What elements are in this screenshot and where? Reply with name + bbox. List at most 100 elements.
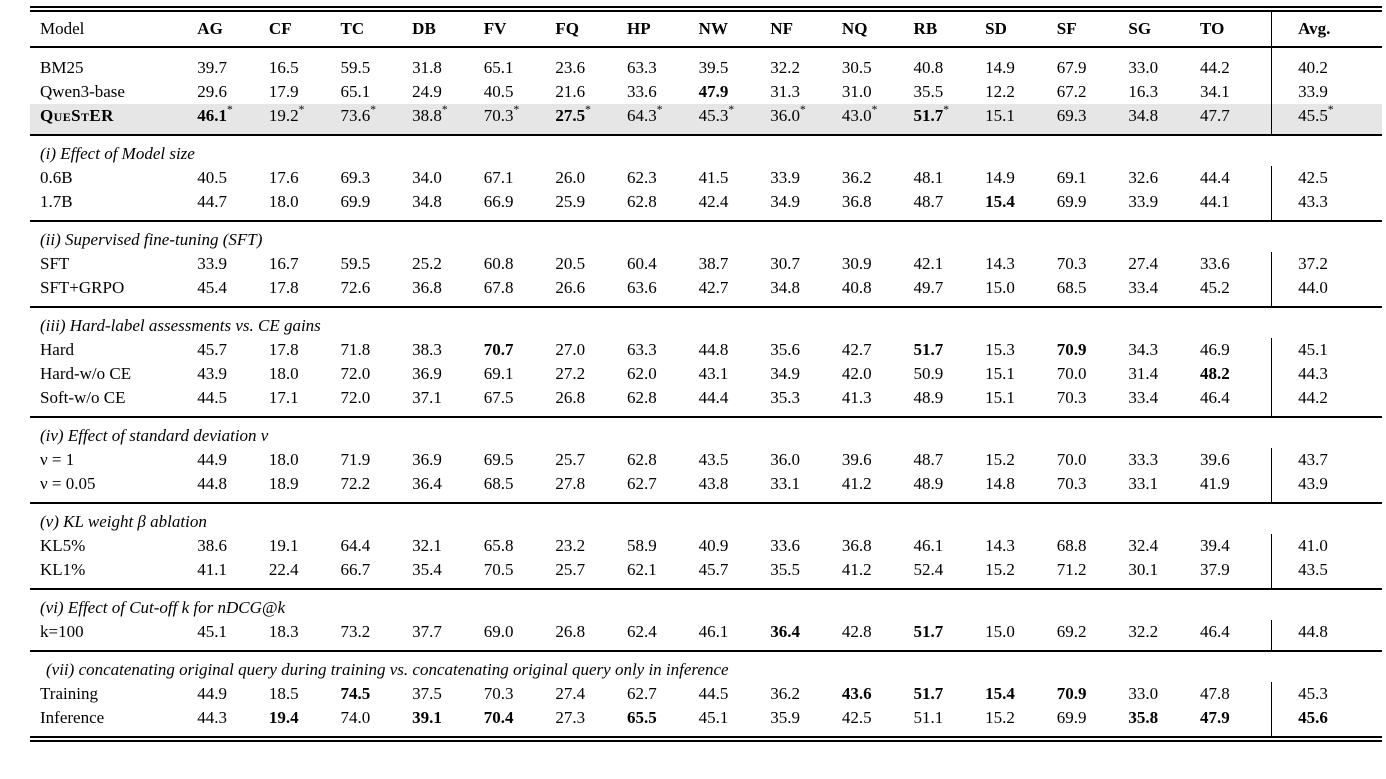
table-section-1: (i) Effect of Model size 0.6B 40.5 17.6 69.3… (30, 134, 1382, 221)
row-label: Qwen3-base (40, 82, 125, 101)
table-row-qwen3-base: Qwen3-base 29.6 17.9 65.1 24.9 40.5 21.6 33.6 47… (30, 80, 1382, 104)
cell-nq: 31.0 (841, 82, 872, 101)
cell-fv: 65.8 (483, 536, 514, 555)
cell-cf: 17.9 (268, 82, 299, 101)
cell-nf: 33.1 (770, 474, 801, 493)
significance-star: * (513, 104, 520, 117)
cell-avg: 44.2 (1271, 386, 1382, 417)
cell-fq: 25.7 (555, 450, 586, 469)
cell-tc: 59.5 (340, 58, 371, 77)
cell-db: 36.4 (412, 474, 442, 493)
paper-results-table-page: Model AG CF TC DB FV FQ HP NW NF NQ RB SD SF SG TO Avg. … (30, 6, 1382, 742)
cell-sf: 70.3 (1056, 474, 1087, 493)
cell-sd: 15.1 (985, 364, 1015, 383)
cell-nf: 32.2 (770, 58, 801, 77)
cell-avg: 45.1 (1271, 338, 1382, 362)
cell-fq: 27.5* (555, 104, 591, 125)
cell-cf: 19.4 (268, 708, 299, 727)
cell-sg: 34.3 (1128, 340, 1159, 359)
cell-nw: 45.7 (698, 560, 729, 579)
cell-rb: 42.1 (913, 254, 944, 273)
cell-db: 37.5 (412, 684, 442, 703)
cell-fq: 26.6 (555, 278, 586, 297)
significance-star: * (871, 104, 878, 117)
table-section-7: (vii) concatenating original query durin… (30, 650, 1382, 739)
cell-sf: 70.0 (1056, 364, 1087, 383)
row-label: Soft-w/o CE (40, 388, 126, 407)
cell-nw: 44.8 (698, 340, 729, 359)
cell-avg: 41.0 (1271, 534, 1382, 558)
cell-fq: 23.6 (555, 58, 586, 77)
cell-rb: 49.7 (913, 278, 944, 297)
cell-nq: 41.2 (841, 560, 872, 579)
cell-fv: 67.5 (483, 388, 514, 407)
col-header-sg: SG (1128, 9, 1201, 48)
cell-to: 44.2 (1200, 58, 1230, 77)
cell-to: 47.7 (1200, 106, 1230, 125)
cell-nf: 33.6 (770, 536, 801, 555)
cell-fv: 69.1 (483, 364, 514, 383)
cell-cf: 18.5 (268, 684, 299, 703)
cell-tc: 69.3 (340, 168, 371, 187)
cell-cf: 16.7 (268, 254, 299, 273)
cell-to: 47.9 (1200, 708, 1230, 727)
cell-avg: 44.8 (1271, 620, 1382, 651)
table-section-5: (v) KL weight β ablation KL5% 38.6 19.1 64.4… (30, 502, 1382, 589)
results-table: Model AG CF TC DB FV FQ HP NW NF NQ RB SD SF SG TO Avg. … (30, 6, 1382, 742)
col-header-cf: CF (268, 9, 341, 48)
row-label: Hard-w/o CE (40, 364, 132, 383)
cell-db: 34.0 (412, 168, 442, 187)
cell-cf: 17.6 (268, 168, 299, 187)
cell-sd: 15.4 (985, 684, 1015, 703)
cell-fq: 23.2 (555, 536, 586, 555)
cell-tc: 74.0 (340, 708, 371, 727)
cell-nf: 35.9 (770, 708, 801, 727)
table-row-k-100: k=100 45.1 18.3 73.2 37.7 69.0 26.8 62.4 46.1 36.… (30, 620, 1382, 651)
cell-tc: 64.4 (340, 536, 371, 555)
table-row-inference: Inference 44.3 19.4 74.0 39.1 70.4 27.3 65.5 45.… (30, 706, 1382, 739)
row-label: Training (40, 684, 98, 703)
table-row-0-6b: 0.6B 40.5 17.6 69.3 34.0 67.1 26.0 62.3 41.5 33.9… (30, 166, 1382, 190)
cell-sg: 33.4 (1128, 278, 1159, 297)
cell-cf: 17.1 (268, 388, 299, 407)
cell-to: 46.9 (1200, 340, 1230, 359)
cell-to: 47.8 (1200, 684, 1230, 703)
row-label: 0.6B (40, 168, 73, 187)
cell-sg: 32.6 (1128, 168, 1159, 187)
cell-nf: 36.4 (770, 622, 801, 641)
cell-ag: 39.7 (197, 58, 228, 77)
cell-sf: 68.5 (1056, 278, 1087, 297)
significance-star: * (585, 104, 591, 117)
significance-star: * (1327, 104, 1334, 117)
cell-nq: 30.9 (841, 254, 872, 273)
cell-nq: 36.2 (841, 168, 872, 187)
cell-hp: 33.6 (627, 82, 657, 101)
table-section-2: (ii) Supervised fine-tuning (SFT) SFT 33.9… (30, 220, 1382, 307)
cell-fq: 26.8 (555, 388, 586, 407)
cell-nq: 36.8 (841, 536, 872, 555)
cell-nw: 39.5 (698, 58, 729, 77)
cell-sd: 14.3 (985, 254, 1015, 273)
cell-nf: 31.3 (770, 82, 801, 101)
cell-sf: 67.9 (1056, 58, 1087, 77)
cell-sg: 27.4 (1128, 254, 1159, 273)
cell-sd: 15.4 (985, 192, 1015, 211)
cell-to: 44.1 (1200, 192, 1230, 211)
cell-cf: 19.2* (268, 104, 305, 125)
cell-to: 41.9 (1200, 474, 1230, 493)
col-header-ag: AG (197, 9, 269, 48)
cell-nf: 34.9 (770, 364, 801, 383)
cell-fv: 70.7 (483, 340, 514, 359)
row-label: KL1% (40, 560, 86, 579)
cell-avg: 37.2 (1271, 252, 1382, 276)
cell-tc: 72.6 (340, 278, 371, 297)
cell-fq: 27.0 (555, 340, 586, 359)
cell-to: 46.4 (1200, 622, 1230, 641)
cell-fv: 65.1 (483, 58, 514, 77)
cell-nw: 43.5 (698, 450, 729, 469)
row-label: QueStER (40, 106, 114, 125)
cell-nf: 34.9 (770, 192, 801, 211)
cell-ag: 41.1 (197, 560, 228, 579)
cell-avg: 45.6 (1271, 706, 1382, 739)
cell-rb: 50.9 (913, 364, 944, 383)
